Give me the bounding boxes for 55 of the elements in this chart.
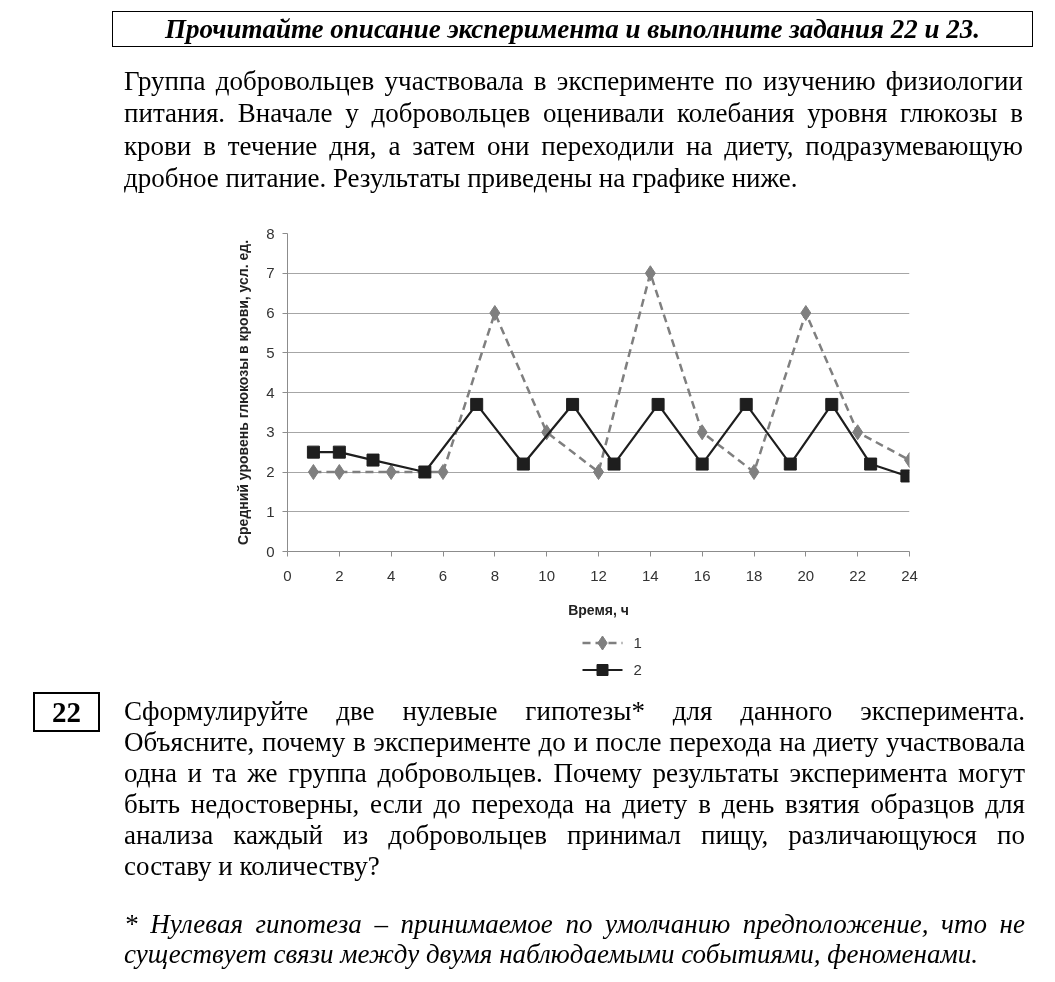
point (825, 397, 839, 411)
point (739, 397, 753, 411)
y-tick-label: 3 (266, 423, 275, 441)
legend-label: 2 (633, 661, 642, 678)
point (695, 457, 709, 471)
point (307, 464, 319, 480)
x-tick-label: 14 (641, 566, 659, 584)
point (800, 305, 812, 321)
y-tick-label: 7 (266, 264, 275, 282)
text: * Нулевая гипотеза – принимаемое по умолчанию предположение, что не существует связи между двумя наблюдаемыми событиями, феноменами. (124, 909, 1025, 969)
x-axis-title: Время, ч (568, 601, 629, 618)
point (437, 464, 449, 480)
point (516, 457, 530, 471)
point (418, 465, 432, 479)
point (651, 397, 665, 411)
point (366, 453, 380, 467)
point (489, 305, 501, 321)
x-tick-label: 18 (745, 566, 763, 584)
y-tick-label: 4 (266, 383, 275, 401)
point (333, 464, 345, 480)
x-tick-label: 6 (438, 566, 448, 584)
point (470, 397, 484, 411)
text: 22 (52, 695, 81, 730)
x-tick-label: 24 (901, 566, 918, 584)
text: Сформулируйте две нулевые гипотезы* для данного эксперимента. Объясните, почему в эксперименте до и после перехода на диету участвовала одна и та же группа добровольцев. Почему результаты эксперимента могут быть недостоверны, если до перехода на диету в день взятия образцов для анализа каждый из добровольцев принимал пищу, различающуюся по составу и количеству? (124, 696, 1025, 882)
y-tick-label: 1 (266, 502, 275, 520)
point (748, 464, 760, 480)
y-tick-label: 5 (266, 343, 275, 361)
x-tick-label: 10 (538, 566, 556, 584)
point (783, 457, 797, 471)
x-tick-label: 12 (590, 566, 607, 584)
point (607, 457, 621, 471)
y-tick-label: 8 (266, 224, 275, 242)
y-tick-label: 0 (266, 542, 275, 560)
legend-label: 1 (633, 634, 642, 651)
point (852, 424, 864, 441)
x-tick-label: 22 (849, 566, 867, 584)
point (644, 265, 656, 282)
x-tick-label: 16 (693, 566, 711, 584)
x-tick-label: 20 (797, 566, 815, 584)
y-tick-label: 2 (266, 463, 275, 480)
point (864, 457, 878, 471)
point (306, 445, 320, 459)
x-tick-label: 0 (283, 566, 292, 584)
y-tick-label: 6 (266, 304, 275, 321)
x-tick-label: 8 (490, 566, 500, 584)
x-tick-label: 2 (335, 566, 344, 584)
point (385, 464, 397, 480)
point (566, 397, 580, 411)
point (332, 445, 346, 459)
point (696, 424, 708, 441)
y-axis-title: Средний уровень глюкозы в крови, усл. ед. (235, 239, 252, 546)
chart-subtitle: Группа добровольцев участвовала в эксперименте по изучению физиологии питания. Вначале у добровольцев оценивали колебания уровня глюкозы в крови в течение дня, а затем они переходили на диету, подразумевающую дробное питание. Результаты приведены на графике ниже. (124, 65, 1023, 195)
x-tick-label: 4 (387, 566, 396, 584)
chart-title: Прочитайте описание эксперимента и выполните задания 22 и 23. (164, 13, 981, 46)
